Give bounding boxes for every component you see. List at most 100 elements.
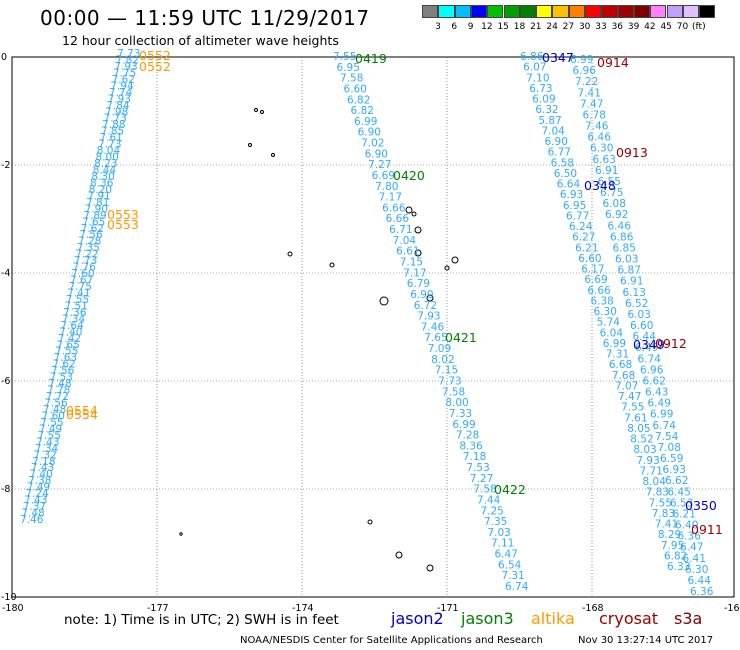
colorbar-swatch bbox=[633, 5, 651, 18]
swh-value: 7.28 bbox=[456, 430, 479, 442]
swh-value: 6.55 bbox=[598, 176, 621, 188]
swh-value: 7.43 bbox=[36, 436, 59, 448]
island-outline bbox=[426, 294, 434, 302]
swh-value: 6.08 bbox=[603, 198, 626, 210]
time-0349: 0349 bbox=[633, 337, 665, 352]
swh-value: 6.95 bbox=[563, 200, 586, 212]
swh-value: 7.67 bbox=[70, 275, 93, 287]
swh-value: 6.99 bbox=[354, 116, 377, 128]
swh-value: 6.86 bbox=[520, 51, 544, 63]
swh-value: 6.45 bbox=[668, 486, 691, 498]
island-outline bbox=[271, 153, 275, 157]
swh-value: 7.18 bbox=[463, 451, 486, 463]
swh-value: 7.37 bbox=[23, 501, 46, 513]
map-frame bbox=[11, 56, 735, 598]
swh-value: 6.66 bbox=[382, 202, 406, 214]
time-0421: 0421 bbox=[445, 330, 477, 345]
swh-value: 6.41 bbox=[683, 553, 706, 565]
swh-value: 8.52 bbox=[630, 434, 653, 446]
colorbar-label: 6 bbox=[451, 22, 458, 32]
colorbar-swatch bbox=[536, 5, 553, 18]
swh-value: 6.99 bbox=[603, 338, 626, 350]
swh-value: 7.89 bbox=[83, 210, 106, 222]
island-outline bbox=[254, 108, 258, 112]
swh-value: 6.90 bbox=[358, 127, 381, 139]
colorbar-label: 39 bbox=[627, 22, 640, 32]
swh-value: 7.55 bbox=[55, 346, 78, 358]
swh-value: 7.34 bbox=[62, 313, 86, 325]
swh-value: 7.95 bbox=[661, 540, 684, 552]
colorbar-label: 33 bbox=[595, 22, 607, 32]
island-outline bbox=[329, 262, 335, 268]
colorbar-swatch bbox=[470, 5, 488, 18]
swh-value: 6.86 bbox=[610, 231, 634, 243]
swh-value: 6.24 bbox=[569, 221, 593, 233]
swh-value: 7.41 bbox=[67, 287, 90, 299]
time-0553-a: 0553 bbox=[107, 207, 139, 222]
x-tick-label: -171 bbox=[437, 603, 459, 614]
island-outline bbox=[414, 249, 422, 257]
time-0911: 0911 bbox=[691, 522, 723, 537]
island-outline bbox=[367, 519, 373, 525]
swh-value: 7.82 bbox=[116, 54, 139, 66]
swh-value: 6.90 bbox=[365, 148, 388, 160]
swh-value: 7.83 bbox=[646, 487, 669, 499]
swh-value: 8.36 bbox=[459, 440, 483, 452]
swh-value: 6.49 bbox=[635, 342, 658, 354]
swh-value: 6.36 bbox=[678, 531, 702, 543]
swh-value: 6.73 bbox=[529, 83, 552, 95]
swh-value: 7.33 bbox=[449, 408, 472, 420]
swh-value: 7.81 bbox=[86, 197, 109, 209]
y-tick-label: -8 bbox=[1, 484, 10, 495]
x-tick-label: -16 bbox=[724, 603, 740, 614]
swh-value: 6.32 bbox=[535, 104, 558, 116]
swh-value: 8.05 bbox=[627, 423, 650, 435]
swh-value: 7.62 bbox=[81, 223, 104, 235]
time-0419: 0419 bbox=[355, 51, 387, 66]
time-0350: 0350 bbox=[685, 498, 717, 513]
swh-value: 7.36 bbox=[63, 307, 87, 319]
swh-value: 6.82 bbox=[351, 105, 374, 117]
swh-value: 5.74 bbox=[597, 317, 621, 329]
swh-value: 6.52 bbox=[625, 298, 648, 310]
swh-value: 6.93 bbox=[663, 464, 686, 476]
swh-value: 7.90 bbox=[85, 203, 108, 215]
swh-value: 8.23 bbox=[94, 158, 117, 170]
island-outline bbox=[260, 110, 264, 114]
swh-value: 7.34 bbox=[35, 443, 59, 455]
swh-value: 7.11 bbox=[491, 538, 514, 550]
y-tick-label: 0 bbox=[1, 52, 7, 63]
swh-value: 8.02 bbox=[431, 354, 454, 366]
swh-value: 8.04 bbox=[97, 145, 121, 157]
swh-value: 7.35 bbox=[484, 516, 507, 528]
swh-value: 6.85 bbox=[613, 242, 636, 254]
swh-value: 7.58 bbox=[473, 484, 496, 496]
swh-value: 6.95 bbox=[337, 62, 360, 74]
swh-value: 7.62 bbox=[112, 74, 135, 86]
swh-value: 7.08 bbox=[658, 442, 681, 454]
time-0913: 0913 bbox=[616, 145, 648, 160]
swh-value: 7.73 bbox=[74, 255, 97, 267]
swh-value: 7.24 bbox=[25, 488, 49, 500]
swh-value: 8.30 bbox=[91, 171, 114, 183]
colorbar-label: 24 bbox=[546, 22, 558, 32]
swh-value: 6.66 bbox=[587, 285, 611, 297]
swh-value: 7.94 bbox=[110, 80, 134, 92]
swh-value: 7.55 bbox=[38, 430, 61, 442]
swh-value: 7.58 bbox=[340, 73, 363, 85]
swh-value: 6.47 bbox=[680, 542, 703, 554]
swh-value: 8.20 bbox=[89, 184, 112, 196]
swh-value: 7.27 bbox=[368, 159, 391, 171]
units-note: note: 1) Time is in UTC; 2) SWH is in fe… bbox=[64, 612, 339, 628]
colorbar-swatch bbox=[454, 5, 471, 18]
time-0914: 0914 bbox=[597, 55, 629, 70]
swh-value: 7.17 bbox=[403, 267, 426, 279]
x-tick-label: -177 bbox=[147, 603, 169, 614]
swh-value: 6.90 bbox=[410, 289, 433, 301]
swh-value: 7.28 bbox=[78, 236, 101, 248]
colorbar-label: 15 bbox=[497, 22, 509, 32]
swh-value: 7.04 bbox=[541, 125, 565, 137]
swh-value: 7.55 bbox=[66, 294, 89, 306]
swh-value: 6.75 bbox=[600, 187, 623, 199]
swh-value: 6.61 bbox=[396, 246, 419, 258]
